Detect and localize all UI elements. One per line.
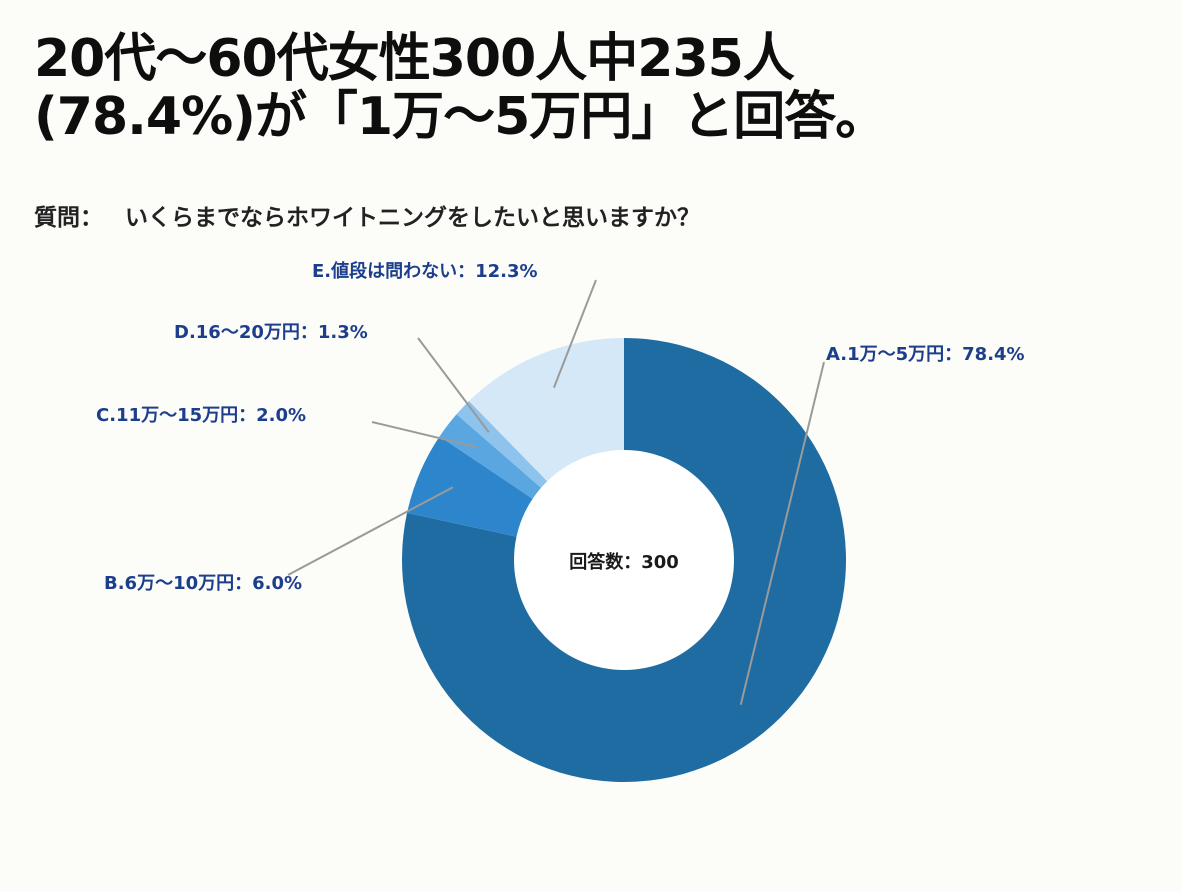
slice-label-d: D.16〜20万円：1.3% bbox=[174, 322, 368, 343]
leader-line-b bbox=[287, 486, 454, 576]
slice-label-c: C.11万〜15万円：2.0% bbox=[96, 405, 306, 426]
leader-line-a bbox=[739, 361, 825, 706]
chart-title-line-2: (78.4%)が「1万〜5万円」と回答。 bbox=[34, 87, 887, 147]
donut-hole bbox=[514, 450, 734, 670]
center-label: 回答数：300 bbox=[569, 551, 679, 573]
slice-label-e: E.値段は問わない：12.3% bbox=[312, 260, 538, 282]
leader-line-d bbox=[417, 337, 490, 433]
question-text: 質問： いくらまでならホワイトニングをしたいと思いますか？ bbox=[34, 198, 700, 232]
chart-title: 20代〜60代女性300人中235人 (78.4%)が「1万〜5万円」と回答。 bbox=[34, 29, 887, 147]
slice-label-b: B.6万〜10万円：6.0% bbox=[104, 573, 302, 594]
leader-line-c bbox=[371, 421, 477, 448]
leader-line-e bbox=[552, 279, 597, 389]
slice-label-a: A.1万〜5万円：78.4% bbox=[826, 344, 1025, 365]
chart-title-line-1: 20代〜60代女性300人中235人 bbox=[34, 29, 795, 89]
leader-lines bbox=[287, 279, 825, 706]
slice-labels: A.1万〜5万円：78.4% B.6万〜10万円：6.0% C.11万〜15万円：2… bbox=[96, 260, 1025, 594]
question-label: 質問： bbox=[34, 205, 103, 231]
question-body: いくらまでならホワイトニングをしたいと思いますか？ bbox=[125, 205, 700, 231]
